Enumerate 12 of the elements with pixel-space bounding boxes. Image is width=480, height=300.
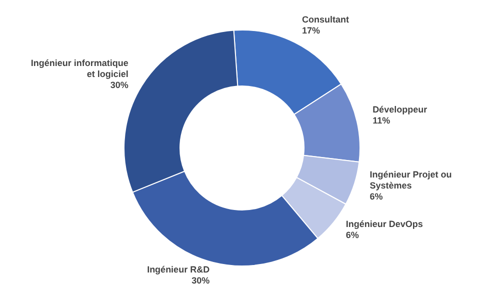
slice-label: Consultant xyxy=(302,14,349,25)
slice-label: Ingénieur Projet ou Systèmes xyxy=(370,170,452,191)
slice-label: Développeur xyxy=(372,104,428,114)
data-label: 6% xyxy=(346,230,359,240)
slice-label: Ingénieur R&D xyxy=(147,264,210,275)
data-label: 17% xyxy=(302,26,320,36)
slice-label: Ingénieur informatique et logiciel xyxy=(30,58,128,79)
data-label: 30% xyxy=(192,276,210,286)
data-label: 6% xyxy=(370,192,383,202)
data-label: 11% xyxy=(372,115,390,126)
slice-label: Ingénieur DevOps xyxy=(346,219,423,230)
data-label: 30% xyxy=(110,80,128,90)
